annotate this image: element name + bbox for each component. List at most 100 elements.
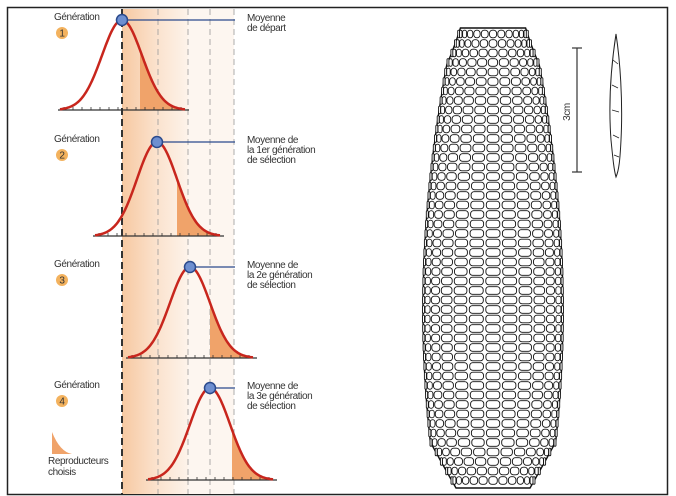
kernel xyxy=(454,248,468,257)
kernel xyxy=(433,381,442,390)
kernel xyxy=(548,438,555,447)
generation-badge xyxy=(56,27,68,39)
kernel xyxy=(501,390,517,400)
kernel xyxy=(425,219,429,229)
kernel xyxy=(432,238,442,248)
kernel xyxy=(516,181,529,191)
kernel xyxy=(422,276,426,286)
kernel xyxy=(545,324,556,333)
kernel xyxy=(444,191,456,200)
kernel xyxy=(453,305,468,314)
kernel xyxy=(554,248,561,257)
kernel xyxy=(431,257,441,267)
kernel xyxy=(549,134,552,143)
kernel xyxy=(542,409,552,419)
kernel xyxy=(549,181,556,191)
kernel xyxy=(517,390,531,400)
kernel xyxy=(474,105,486,115)
kernel xyxy=(549,428,556,438)
kernel xyxy=(517,229,531,238)
kernel xyxy=(477,58,488,67)
kernel xyxy=(443,219,455,229)
kernel xyxy=(425,267,432,276)
kernel xyxy=(456,48,462,58)
kernel xyxy=(478,48,488,58)
kernel xyxy=(516,191,530,200)
kernel xyxy=(554,362,561,371)
kernel xyxy=(440,286,453,295)
kernel xyxy=(446,67,451,77)
kernel xyxy=(561,305,564,314)
kernel xyxy=(535,124,544,134)
kernel xyxy=(472,134,486,143)
kernel xyxy=(500,153,514,162)
kernel xyxy=(488,48,498,58)
kernel xyxy=(512,105,524,115)
kernel xyxy=(431,267,441,276)
kernel xyxy=(555,191,559,200)
kernel xyxy=(485,419,501,428)
kernel xyxy=(434,409,444,419)
kernel xyxy=(486,447,500,457)
kernel xyxy=(538,86,543,96)
kernel xyxy=(443,86,448,96)
kernel xyxy=(431,438,438,447)
kernel xyxy=(486,134,500,143)
kernel xyxy=(474,96,487,105)
kernel xyxy=(455,381,469,390)
kernel xyxy=(497,39,507,48)
kernel xyxy=(553,438,557,447)
kernel xyxy=(518,29,524,39)
kernel xyxy=(430,324,441,333)
selection-band-light xyxy=(188,9,234,494)
kernel xyxy=(531,86,539,96)
kernel xyxy=(544,381,554,390)
kernel xyxy=(560,343,564,352)
kernel xyxy=(529,428,541,438)
kernel xyxy=(515,162,528,172)
kernel xyxy=(545,362,554,371)
kernel xyxy=(433,390,443,400)
kernel xyxy=(553,371,560,381)
kernel xyxy=(528,67,536,77)
kernel xyxy=(485,371,501,381)
kernel xyxy=(546,153,553,162)
kernel xyxy=(430,295,440,305)
kernel xyxy=(541,181,550,191)
kernel xyxy=(500,143,514,153)
kernel xyxy=(441,248,454,257)
kernel xyxy=(502,314,518,324)
kernel xyxy=(485,352,501,362)
kernel xyxy=(515,172,529,181)
kernel xyxy=(545,267,555,276)
kernel xyxy=(460,447,473,457)
kernel xyxy=(469,381,485,390)
kernel xyxy=(544,248,554,257)
kernel xyxy=(427,419,431,428)
kernel xyxy=(507,476,517,485)
kernel xyxy=(532,371,544,381)
kernel xyxy=(539,457,544,466)
kernel xyxy=(501,219,517,229)
kernel xyxy=(559,238,563,248)
kernel xyxy=(427,219,434,229)
kernel xyxy=(487,67,499,77)
kernel xyxy=(554,343,561,352)
kernel xyxy=(453,324,468,333)
generation-badge xyxy=(56,274,68,286)
kernel xyxy=(457,181,470,191)
kernel xyxy=(471,181,485,191)
kernel xyxy=(432,162,439,172)
generation-number: 4 xyxy=(59,397,65,408)
kernel xyxy=(445,181,457,191)
kernel xyxy=(537,466,541,476)
kernel xyxy=(550,143,554,153)
kernel xyxy=(436,428,445,438)
kernel xyxy=(515,153,528,162)
kernel xyxy=(435,191,445,200)
generation-label: Génération xyxy=(54,12,99,23)
kernel xyxy=(545,143,551,153)
kernel xyxy=(455,210,469,219)
kernel xyxy=(523,457,532,466)
kernel xyxy=(539,96,545,105)
